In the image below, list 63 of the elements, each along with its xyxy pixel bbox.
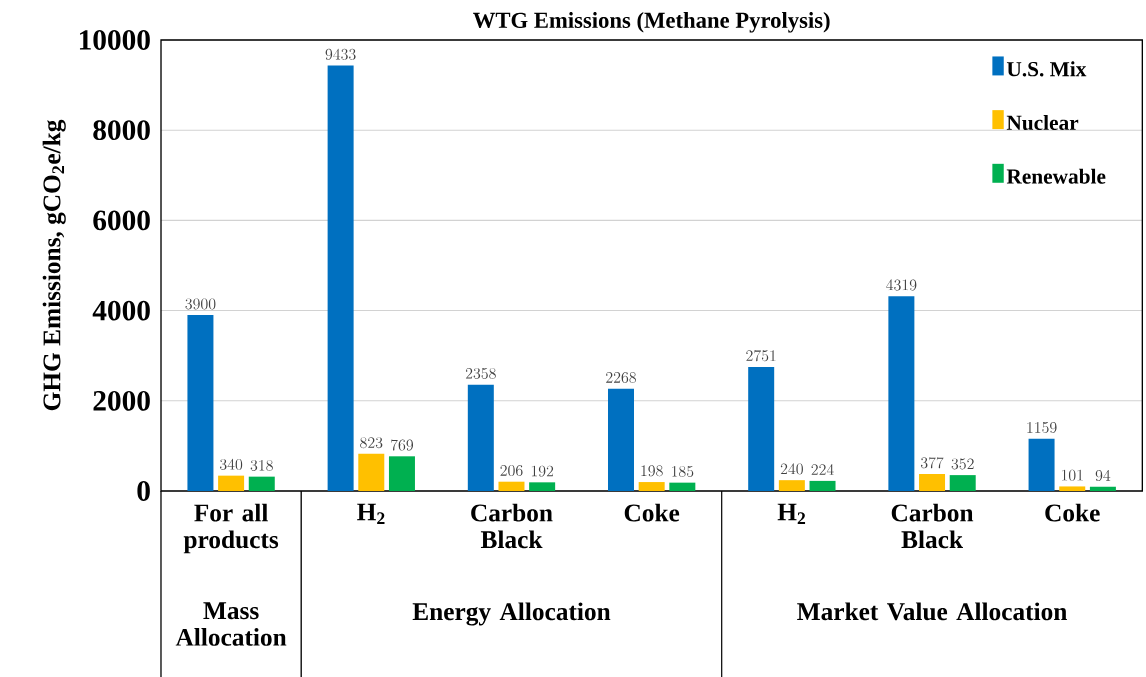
bar [327, 65, 354, 491]
bar [949, 475, 976, 491]
data-label: 192 [531, 465, 554, 477]
data-label: 4319 [886, 279, 917, 291]
bar [529, 482, 556, 491]
bar [888, 296, 915, 491]
legend-label: U.S. Mix [1006, 61, 1087, 77]
text: Energy Allocation [412, 602, 611, 626]
y-tick-label: 0 [137, 481, 150, 501]
data-label: 224 [811, 464, 834, 475]
data-label: 377 [920, 457, 944, 469]
data-label: 2268 [606, 372, 636, 383]
legend-label: Renewable [1006, 168, 1106, 184]
bar [748, 366, 775, 491]
bar [358, 453, 385, 491]
data-label: 2358 [465, 367, 496, 379]
data-label: 94 [1095, 469, 1111, 482]
x-tick-label: Carbon Black [891, 503, 974, 549]
x-tick-label: H$_{2}$ [777, 503, 806, 525]
data-label: 9433 [325, 48, 356, 60]
bar [608, 388, 634, 491]
data-label: 823 [360, 437, 383, 449]
x-tick-label: For all products [183, 503, 279, 554]
x-tick-label: Carbon Black [471, 503, 553, 549]
legend-label: Nuclear [1006, 115, 1079, 131]
bar [388, 456, 415, 491]
data-label: 318 [250, 459, 273, 471]
bar [809, 480, 836, 491]
bar [187, 315, 214, 491]
text: Mass Allocation [175, 602, 287, 646]
bar [638, 482, 665, 491]
data-label: 3900 [185, 298, 216, 310]
bar [498, 481, 525, 491]
data-label: 185 [672, 465, 694, 477]
data-label: 198 [641, 465, 663, 477]
y-tick-label: 6000 [93, 210, 150, 231]
data-label: 101 [1061, 469, 1083, 481]
chart-title: WTG Emissions (Methane Pyrolysis) [473, 12, 830, 33]
bar [669, 482, 696, 491]
y-tick-label: 2000 [93, 390, 150, 411]
data-label: 352 [951, 458, 974, 470]
data-label: 340 [220, 458, 243, 470]
x-tick-label: H$_{2}$ [357, 503, 385, 525]
bar [1059, 486, 1086, 491]
data-label: 1159 [1027, 422, 1057, 434]
x-tick-label: Coke [624, 503, 680, 522]
data-label: 2751 [746, 350, 776, 362]
bar [1028, 438, 1055, 491]
y-tick-label: 8000 [93, 120, 150, 141]
data-label: 240 [780, 463, 803, 475]
y-tick-label: 10000 [79, 30, 150, 50]
data-label: 206 [500, 465, 523, 476]
bar [1089, 486, 1116, 491]
text: Market Value Allocation [797, 602, 1067, 621]
bar [778, 480, 805, 491]
data-label: 769 [391, 439, 414, 451]
bar [467, 384, 494, 491]
y-axis-title: GHG Emissions, gCO$_{2}$e/kg [42, 119, 66, 411]
bar [248, 476, 275, 491]
y-tick-label: 4000 [92, 300, 150, 321]
bar [919, 473, 946, 491]
bar [218, 475, 245, 491]
x-tick-label: Coke [1045, 503, 1100, 522]
